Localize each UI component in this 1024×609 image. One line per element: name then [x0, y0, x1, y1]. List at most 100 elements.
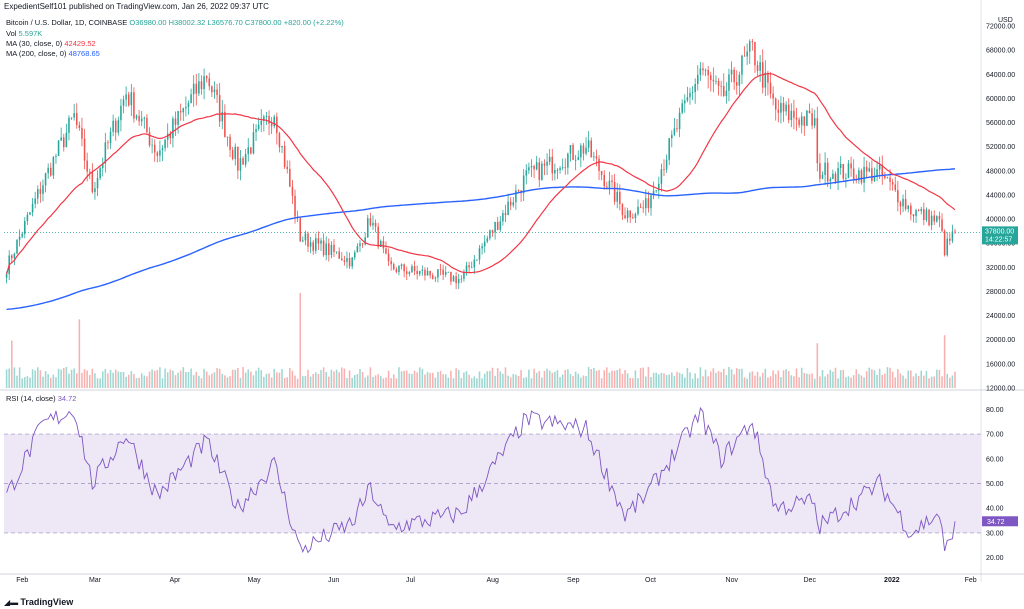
candle-body — [845, 178, 847, 179]
candle-body — [923, 209, 925, 220]
volume-bar — [925, 370, 928, 388]
time-tick-label: Jul — [406, 577, 415, 584]
volume-bar — [777, 370, 780, 388]
candle-body — [405, 271, 408, 274]
volume-bar — [949, 377, 951, 388]
volume-bar — [281, 369, 283, 388]
volume-bar — [785, 369, 787, 388]
tradingview-logo: ◢▬ TradingView — [4, 597, 74, 607]
volume-bar — [387, 370, 390, 388]
candle-body — [387, 253, 390, 262]
price-tick-label: 24000.00 — [986, 313, 1015, 320]
candle-body — [834, 173, 837, 182]
candle-body — [309, 242, 312, 247]
volume-bar — [720, 372, 722, 388]
candle-body — [564, 167, 567, 169]
volume-bar — [655, 372, 657, 388]
candle-body — [68, 117, 70, 133]
volume-bar — [252, 375, 255, 388]
volume-bar — [943, 335, 946, 388]
volume-bar — [712, 368, 715, 388]
volume-bar — [11, 340, 13, 388]
volume-bar — [299, 293, 301, 388]
volume-bar — [151, 369, 153, 388]
rsi-tick-label: 40.00 — [986, 506, 1004, 513]
candle-body — [231, 149, 234, 159]
volume-bar — [247, 369, 250, 388]
candle-body — [798, 119, 800, 126]
candle-body — [803, 116, 806, 126]
candle-body — [541, 163, 543, 180]
candle-body — [826, 162, 829, 182]
candle-body — [424, 269, 426, 276]
volume-bar — [517, 375, 520, 388]
last-price-label: 37800.00 — [985, 228, 1014, 235]
volume-bar — [296, 378, 299, 388]
candle-body — [946, 238, 949, 256]
symbol-title: Bitcoin / U.S. Dollar, 1D, COINBASE — [6, 18, 128, 27]
candle-body — [504, 213, 507, 215]
volume-bar — [530, 378, 533, 388]
candle-body — [824, 162, 826, 175]
candle-body — [257, 124, 260, 129]
candle-body — [860, 170, 863, 183]
candle-body — [671, 134, 673, 139]
candle-body — [517, 190, 520, 192]
candle-body — [260, 120, 263, 125]
volume-bar — [936, 369, 938, 388]
candle-body — [658, 183, 660, 191]
volume-bar — [652, 372, 655, 388]
candle-body — [229, 136, 231, 150]
candle-body — [642, 207, 644, 209]
candle-body — [593, 156, 595, 158]
volume-bar — [923, 375, 925, 388]
candle-body — [218, 95, 221, 122]
candle-body — [416, 270, 418, 275]
volume-bar — [917, 375, 920, 388]
volume-bar — [554, 371, 556, 388]
volume-bar — [260, 370, 263, 388]
volume-bar — [798, 377, 800, 388]
candle-body — [421, 269, 424, 271]
candle-body — [616, 192, 619, 202]
volume-bar — [613, 370, 616, 388]
volume-bar — [522, 377, 525, 388]
rsi-tick-label: 60.00 — [986, 456, 1004, 463]
volume-bar — [751, 371, 754, 388]
volume-bar — [164, 368, 166, 388]
volume-bar — [561, 374, 564, 388]
volume-bar — [333, 371, 335, 388]
candle-body — [920, 209, 923, 212]
volume-bar — [634, 370, 637, 388]
candle-body — [806, 110, 808, 126]
volume-bar — [398, 367, 400, 388]
candle-body — [354, 252, 356, 258]
candle-body — [580, 145, 582, 158]
volume-bar — [341, 367, 343, 388]
candle-body — [764, 72, 767, 88]
candle-body — [104, 142, 107, 164]
candle-body — [582, 145, 585, 154]
candle-body — [156, 152, 159, 156]
candle-body — [328, 243, 330, 256]
candle-body — [315, 238, 317, 251]
volume-bar — [746, 378, 748, 388]
candle-body — [278, 133, 281, 148]
volume-bar — [377, 374, 379, 388]
volume-bar — [819, 376, 821, 388]
volume-bar — [437, 372, 439, 388]
rsi-line — [6, 406, 956, 554]
candle-body — [730, 69, 733, 75]
candle-body — [255, 128, 257, 133]
volume-bar — [320, 369, 322, 388]
ma30-label: MA (30, close, 0) — [6, 39, 63, 48]
volume-bar — [343, 368, 346, 388]
candle-body — [138, 115, 140, 122]
volume-bar — [5, 369, 8, 388]
candle-body — [159, 150, 161, 156]
volume-bar — [520, 370, 522, 388]
candle-body — [161, 148, 164, 151]
volume-bar — [647, 366, 650, 388]
volume-bar — [587, 367, 590, 388]
